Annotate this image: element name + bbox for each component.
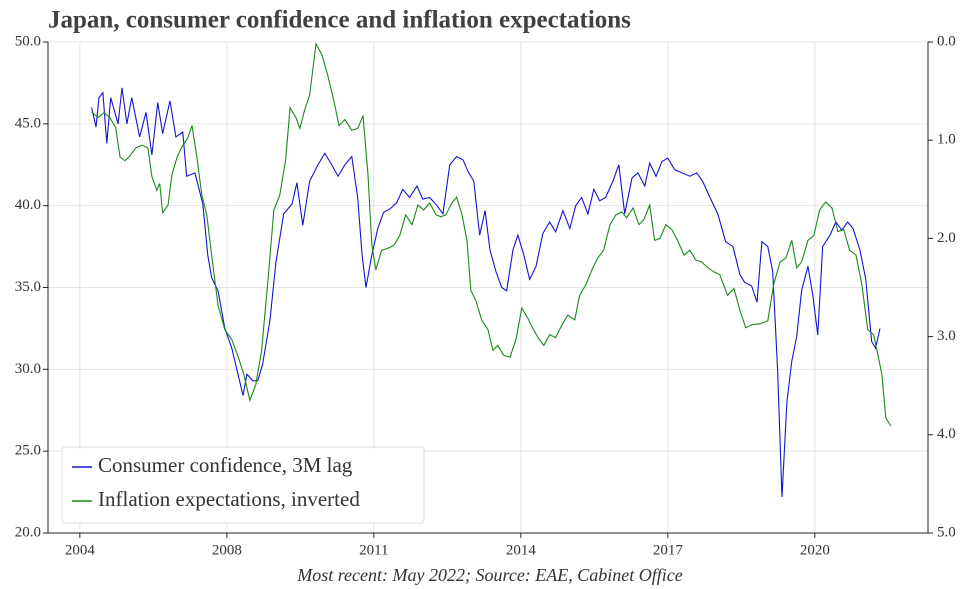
y2-tick-label: 1.0: [937, 132, 956, 148]
y-tick-label: 30.0: [15, 361, 41, 377]
x-tick-label: 2004: [65, 542, 96, 558]
series-line: [91, 87, 881, 498]
plot-lines: [91, 42, 892, 498]
legend-box: [61, 446, 425, 524]
legend: Consumer confidence, 3M lag Inflation exp…: [61, 446, 425, 524]
x-tick-label: 2014: [506, 542, 537, 558]
footnote: Most recent: May 2022; Source: EAE, Cabi…: [296, 565, 683, 585]
legend-label: Consumer confidence, 3M lag: [98, 453, 353, 477]
x-tick-label: 2011: [359, 542, 388, 558]
chart-title: Japan, consumer confidence and inflation…: [48, 7, 631, 34]
y-tick-label: 35.0: [15, 279, 41, 295]
x-tick-label: 2020: [800, 542, 830, 558]
y-tick-label: 25.0: [15, 443, 41, 459]
y-tick-label: 50.0: [15, 33, 41, 49]
y2-tick-label: 0.0: [937, 33, 956, 49]
series-line: [91, 42, 892, 427]
y2-tick-label: 3.0: [937, 328, 956, 344]
x-tick-label: 2017: [653, 542, 684, 558]
axes: 20.0 25.0 30.0 35.0 40.0 45.0 50.0 0.0 1.0 2.0 3.0…: [15, 33, 956, 558]
y-tick-label: 45.0: [15, 115, 41, 131]
y-tick-label: 20.0: [15, 524, 41, 540]
legend-label: Inflation expectations, inverted: [98, 487, 360, 511]
x-tick-label: 2008: [212, 542, 242, 558]
y2-tick-label: 5.0: [937, 524, 956, 540]
y2-tick-label: 4.0: [937, 426, 956, 442]
y-tick-label: 40.0: [15, 197, 41, 213]
y2-tick-label: 2.0: [937, 230, 956, 246]
